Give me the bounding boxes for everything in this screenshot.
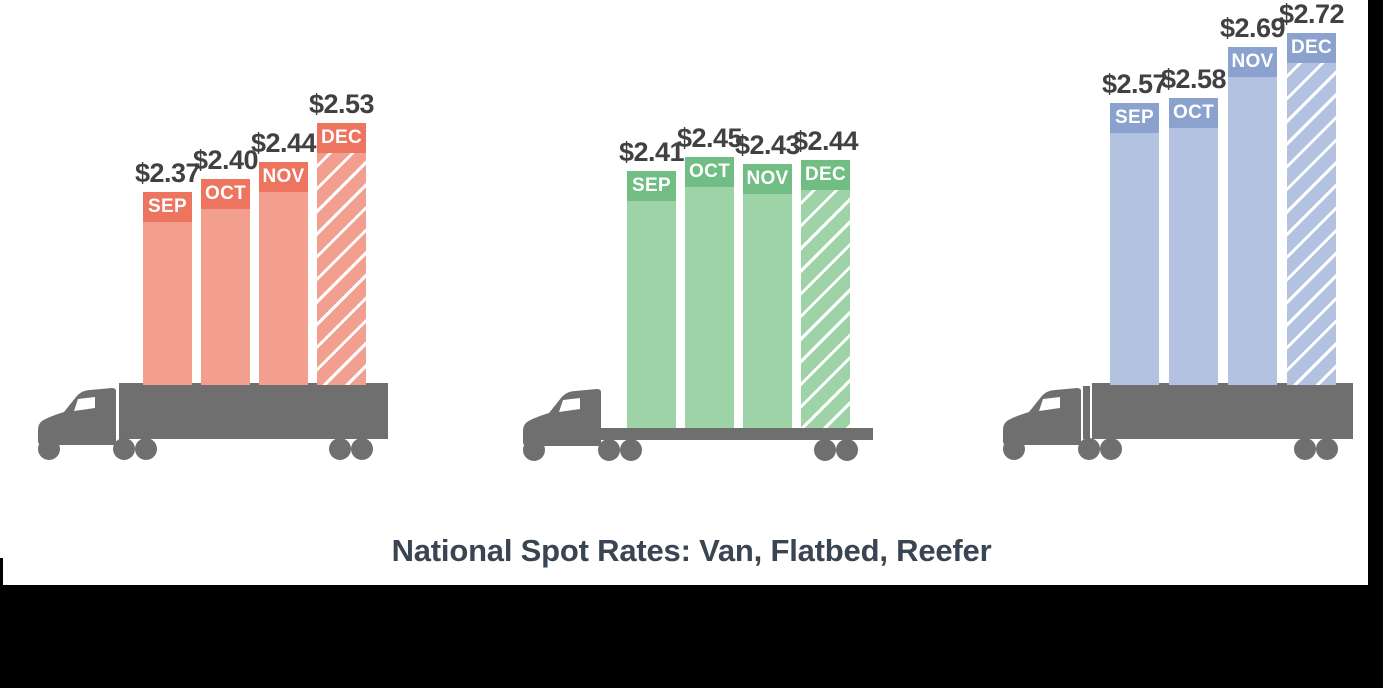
flatbed-oct-bar: OCT $2.45 (677, 123, 743, 428)
rate-value-label: $2.45 (676, 123, 743, 153)
rate-value-label: $2.58 (1160, 64, 1227, 94)
chart-title: National Spot Rates: Van, Flatbed, Reefe… (391, 533, 992, 568)
rate-value-label: $2.41 (618, 137, 685, 167)
month-label: NOV (743, 164, 792, 194)
flatbed-nov-bar: NOV $2.43 (735, 130, 801, 428)
rate-value-label: $2.57 (1101, 69, 1168, 99)
month-label: OCT (685, 157, 734, 187)
reefer-oct-bar: OCT $2.58 (1161, 64, 1227, 385)
rate-value-label: $2.44 (792, 126, 859, 156)
month-label: SEP (143, 192, 192, 222)
rate-value-label: $2.40 (192, 145, 259, 175)
month-label: SEP (1110, 103, 1159, 133)
rate-value-label: $2.72 (1278, 0, 1345, 29)
rate-value-label: $2.69 (1219, 13, 1286, 43)
van-sep-bar: SEP $2.37 (135, 158, 201, 385)
reefer-sep-bar: SEP $2.57 (1102, 69, 1168, 385)
flatbed-dec-bar: DEC $2.44 (793, 126, 859, 428)
rate-value-label: $2.43 (734, 130, 801, 160)
letterbox-bottom-bar (0, 585, 1383, 688)
month-label: DEC (1287, 33, 1336, 63)
month-label: NOV (259, 162, 308, 192)
van-oct-bar: OCT $2.40 (193, 145, 259, 385)
month-label: OCT (201, 179, 250, 209)
month-label: DEC (317, 123, 366, 153)
truck-flatbed-icon (523, 389, 873, 461)
reefer-nov-bar: NOV $2.69 (1220, 13, 1286, 385)
van-nov-bar: NOV $2.44 (251, 128, 317, 385)
rate-value-label: $2.53 (308, 89, 375, 119)
reefer-dec-bar: DEC $2.72 (1279, 0, 1345, 385)
flatbed-sep-bar: SEP $2.41 (619, 137, 685, 428)
month-label: OCT (1169, 98, 1218, 128)
month-label: NOV (1228, 47, 1277, 77)
truck-reefer-icon (1003, 383, 1353, 460)
rate-value-label: $2.44 (250, 128, 317, 158)
letterbox-left-notch (0, 558, 3, 585)
truck-van-icon (38, 383, 388, 460)
month-label: DEC (801, 160, 850, 190)
month-label: SEP (627, 171, 676, 201)
van-dec-bar: DEC $2.53 (309, 89, 375, 385)
letterbox-right-strip (1368, 0, 1383, 688)
spot-rates-chart: SEP $2.37 OCT $2.40 NOV $2.44 DEC $2.53 SEP $2.41… (38, 0, 1353, 461)
rate-value-label: $2.37 (134, 158, 201, 188)
